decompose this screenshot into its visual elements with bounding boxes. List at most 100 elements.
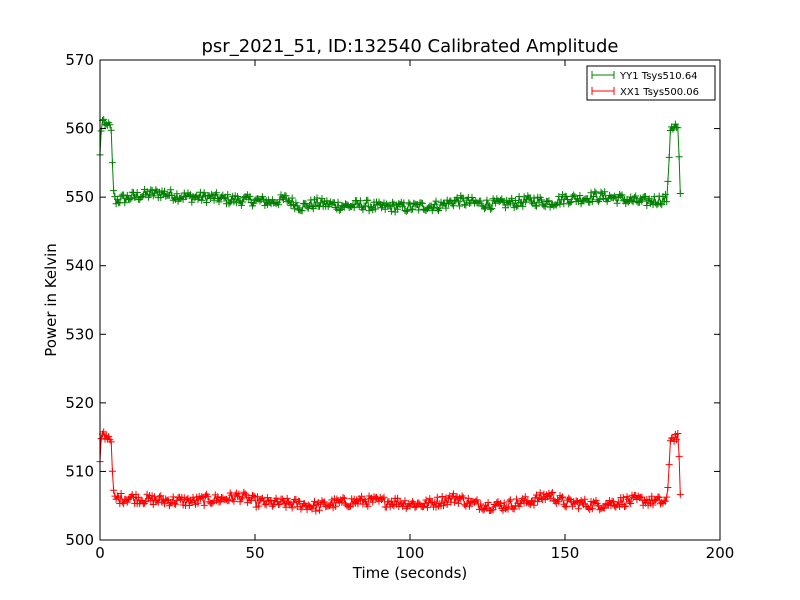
data-point bbox=[423, 504, 431, 512]
y-tick-label: 530 bbox=[65, 325, 94, 343]
data-point bbox=[115, 494, 123, 502]
data-point bbox=[394, 494, 402, 502]
data-point bbox=[456, 202, 464, 210]
data-point bbox=[239, 198, 247, 206]
data-point bbox=[547, 490, 555, 498]
data-point bbox=[275, 201, 283, 209]
data-point bbox=[618, 191, 626, 199]
data-point bbox=[385, 202, 393, 210]
data-point bbox=[421, 499, 429, 507]
data-point bbox=[241, 490, 249, 498]
data-point bbox=[576, 192, 584, 199]
data-point bbox=[361, 202, 369, 210]
data-point bbox=[508, 194, 516, 202]
data-point bbox=[438, 493, 446, 500]
data-point bbox=[225, 497, 233, 505]
data-point bbox=[364, 502, 372, 510]
data-point bbox=[561, 502, 569, 510]
data-point bbox=[215, 198, 223, 206]
data-point bbox=[557, 494, 565, 502]
data-point bbox=[293, 202, 301, 210]
data-point bbox=[479, 506, 487, 514]
data-point bbox=[204, 493, 212, 501]
data-point bbox=[356, 197, 364, 205]
x-tick-label: 150 bbox=[551, 544, 580, 562]
data-point bbox=[451, 498, 459, 506]
data-point bbox=[394, 205, 402, 213]
data-point bbox=[356, 496, 364, 504]
data-point bbox=[484, 499, 492, 506]
series-yy1 bbox=[96, 115, 684, 216]
data-point bbox=[396, 498, 404, 506]
data-point bbox=[648, 197, 656, 205]
data-point bbox=[262, 501, 270, 509]
y-tick-label: 500 bbox=[65, 531, 94, 549]
data-point bbox=[203, 199, 211, 206]
chart-title: psr_2021_51, ID:132540 Calibrated Amplit… bbox=[201, 36, 618, 57]
data-point bbox=[296, 498, 304, 505]
data-point bbox=[483, 196, 491, 204]
data-point bbox=[349, 201, 357, 209]
data-point bbox=[555, 498, 563, 506]
data-point bbox=[549, 489, 557, 496]
data-point bbox=[340, 494, 348, 502]
data-point bbox=[312, 507, 320, 515]
data-point bbox=[619, 494, 627, 502]
data-point bbox=[664, 177, 672, 185]
data-point bbox=[528, 198, 535, 206]
data-point bbox=[464, 494, 472, 502]
data-point bbox=[430, 204, 438, 212]
x-tick-label: 200 bbox=[706, 544, 735, 562]
data-point bbox=[484, 200, 492, 208]
legend-marker bbox=[591, 71, 615, 79]
data-point bbox=[110, 486, 118, 494]
data-point bbox=[477, 197, 485, 205]
data-point bbox=[575, 505, 583, 513]
data-point bbox=[432, 197, 440, 205]
data-point bbox=[661, 497, 669, 505]
data-point bbox=[675, 153, 683, 161]
data-point bbox=[675, 452, 683, 460]
data-point bbox=[657, 199, 664, 207]
data-point bbox=[173, 190, 181, 198]
data-point bbox=[611, 192, 619, 200]
data-point bbox=[466, 502, 473, 510]
data-point bbox=[387, 207, 395, 215]
data-point bbox=[534, 498, 542, 506]
data-point bbox=[601, 188, 609, 196]
data-point bbox=[149, 501, 157, 508]
series-markers bbox=[96, 115, 684, 216]
data-point bbox=[642, 193, 650, 200]
data-point bbox=[661, 190, 669, 198]
data-point bbox=[316, 506, 323, 514]
data-point bbox=[210, 196, 218, 204]
data-point bbox=[335, 206, 343, 214]
data-point bbox=[578, 499, 586, 507]
y-tick-label: 540 bbox=[65, 257, 94, 275]
data-point bbox=[281, 499, 289, 507]
data-point bbox=[126, 196, 134, 204]
data-point bbox=[272, 494, 280, 502]
legend-label: YY1 Tsys510.64 bbox=[619, 71, 698, 82]
data-point bbox=[454, 499, 462, 507]
data-point bbox=[643, 202, 651, 209]
data-point bbox=[665, 461, 673, 469]
data-point bbox=[407, 206, 415, 214]
data-point bbox=[411, 503, 419, 511]
data-point bbox=[511, 197, 519, 204]
series-markers bbox=[96, 428, 684, 515]
data-point bbox=[627, 500, 635, 507]
axes-layer: 0 50 100 150 200 500 510 520 530 540 550 560 570 bbox=[65, 51, 734, 562]
data-point bbox=[458, 492, 466, 500]
data-point bbox=[415, 206, 423, 214]
data-point bbox=[592, 189, 600, 197]
data-point bbox=[601, 504, 609, 512]
data-point bbox=[506, 496, 514, 504]
data-point bbox=[371, 205, 379, 213]
data-point bbox=[440, 502, 447, 510]
data-point bbox=[585, 504, 593, 512]
data-point bbox=[664, 484, 672, 491]
data-point bbox=[449, 202, 457, 210]
data-point bbox=[288, 504, 296, 512]
data-point bbox=[153, 497, 161, 505]
